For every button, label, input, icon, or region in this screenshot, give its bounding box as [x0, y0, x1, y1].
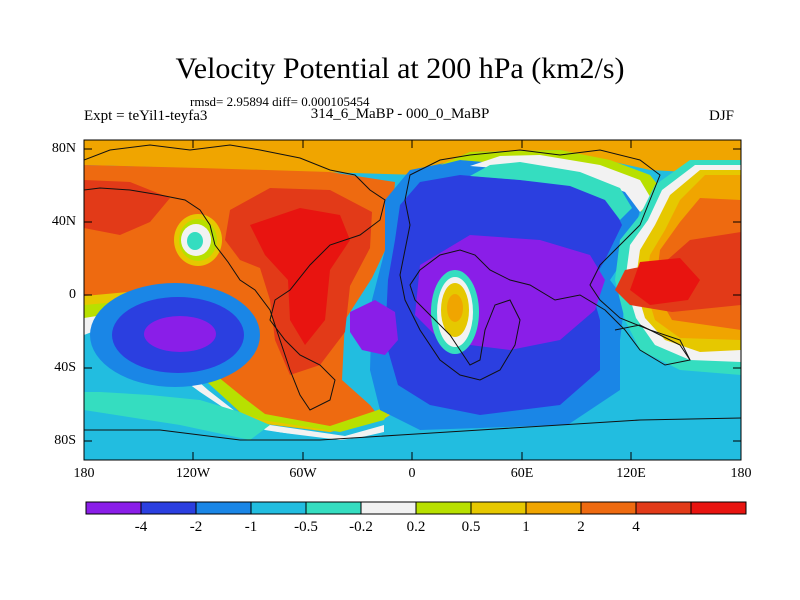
- colorbar-label: 1: [522, 519, 530, 535]
- colorbar-swatch: [525, 501, 582, 515]
- field-south-teal: [84, 392, 270, 440]
- contour-field: [84, 140, 741, 460]
- colorbar-swatch: [470, 501, 527, 515]
- lon-label-60w: 60W: [289, 466, 317, 481]
- field-west-deep-red: [250, 208, 350, 345]
- colorbar-swatch: [250, 501, 307, 515]
- colorbar-swatch: [580, 501, 637, 515]
- colorbar-label: 2: [577, 519, 585, 535]
- pacific-lobe-core: [144, 316, 216, 352]
- experiment-label: Expt = teYil1-teyfa3: [84, 108, 208, 124]
- plot-title: Velocity Potential at 200 hPa (km2/s): [175, 52, 625, 85]
- colorbar-label: 0.5: [461, 519, 481, 535]
- colorbar-label: -1: [244, 519, 258, 535]
- colorbar-label: 4: [632, 519, 640, 535]
- field-south-band: [84, 395, 741, 460]
- colorbar-swatch: [360, 501, 417, 515]
- colorbar-swatch: [195, 501, 252, 515]
- colorbar-label: -2: [189, 519, 203, 535]
- africa-island-orange: [447, 294, 463, 322]
- field-pacific-red: [84, 180, 170, 235]
- lat-label-0: 0: [69, 287, 76, 302]
- lat-label-40n: 40N: [51, 214, 76, 229]
- season-label: DJF: [709, 108, 735, 124]
- field-atlantic-core: [350, 300, 398, 355]
- lat-ticks: [84, 148, 741, 442]
- colorbar-swatch: [415, 501, 472, 515]
- colorbar-label: 0.2: [406, 519, 426, 535]
- lon-label-120e: 120E: [616, 466, 646, 481]
- field-west-rim-yellow: [84, 300, 392, 432]
- lon-label-0: 0: [408, 466, 416, 481]
- coastlines: [84, 144, 741, 441]
- lat-label-80n: 80N: [51, 141, 76, 156]
- colorbar-label: -0.5: [294, 519, 318, 535]
- lat-label-80s: 80S: [54, 433, 76, 448]
- colorbar-swatch: [635, 501, 692, 515]
- colorbar-swatch: [85, 501, 142, 515]
- lon-label-120w: 120W: [175, 466, 211, 481]
- lon-ticks: [83, 140, 742, 460]
- lon-label-60e: 60E: [510, 466, 534, 481]
- lon-label-180e: 180: [730, 466, 752, 481]
- island-teal: [187, 232, 203, 250]
- colorbar-label: -4: [134, 519, 148, 535]
- lon-label-180w: 180: [73, 466, 95, 481]
- field-wpac-deep-red: [630, 258, 700, 305]
- period-label: 314_6_MaBP - 000_0_MaBP: [310, 106, 490, 122]
- field-top-band: [84, 140, 741, 175]
- colorbar-swatch: [140, 501, 197, 515]
- field-north-arc-teal: [470, 162, 632, 220]
- colorbar-label: -0.2: [349, 519, 373, 535]
- colorbar-swatch: [305, 501, 362, 515]
- colorbar: [85, 501, 747, 515]
- lat-label-40s: 40S: [54, 360, 76, 375]
- stats-label: rmsd= 2.95894 diff= 0.000105454: [190, 94, 370, 109]
- colorbar-swatch: [690, 501, 747, 515]
